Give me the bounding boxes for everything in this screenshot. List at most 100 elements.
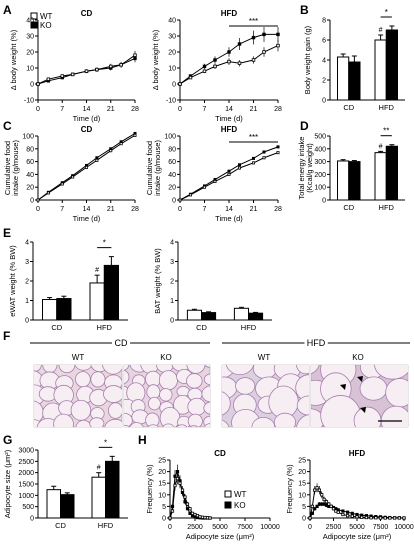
y-tick-label: 20	[168, 185, 176, 192]
data-point-wt	[208, 516, 212, 520]
x-axis-label: Time (d)	[73, 214, 101, 223]
data-point-wt	[168, 516, 172, 520]
adipocyte	[104, 418, 122, 427]
y-tick-label: 60	[26, 159, 34, 166]
x-axis-label: Adipocyte size (μm²)	[186, 532, 255, 541]
x-tick-label: CD	[343, 103, 354, 112]
hash-mark: #	[379, 143, 383, 150]
y-tick-label: 0	[162, 516, 166, 523]
panel-label-h: H	[138, 433, 147, 447]
adipocyte	[146, 384, 161, 400]
y-tick-label: 2	[25, 279, 29, 286]
adipocyte	[359, 376, 388, 401]
y-axis-label: Adipocyte size (μm²)	[3, 449, 12, 518]
y-tick-label: 20	[168, 50, 176, 57]
adipocyte	[235, 377, 256, 395]
data-point-wt	[355, 515, 359, 519]
data-point-wt	[364, 515, 369, 520]
arrow-icon	[360, 407, 366, 413]
x-tick-label: 0	[36, 206, 40, 213]
arrow-icon	[340, 384, 346, 390]
x-tick-label: 28	[274, 206, 282, 213]
data-point-wt	[388, 516, 392, 520]
data-point-ko	[185, 507, 190, 511]
data-point-wt	[397, 516, 401, 520]
chart-C_hfd: 0 20 40 60 80 100 Cumulative food intake (g/mou…	[145, 125, 282, 223]
y-tick-label: 20	[26, 185, 34, 192]
data-point-wt	[175, 476, 180, 481]
data-point-wt	[324, 500, 329, 504]
data-point-ko	[237, 163, 241, 167]
data-point-ko	[341, 509, 345, 513]
adipocyte	[374, 365, 408, 380]
bar-ko-cd	[201, 312, 217, 321]
x-tick-label: 5000	[349, 524, 365, 531]
histology-label-3: WT	[258, 353, 271, 362]
y-tick-label: 10	[298, 492, 306, 499]
y-axis-label: (Kcal/g weight)	[305, 143, 314, 193]
adipocyte	[353, 406, 382, 427]
adipocyte	[53, 413, 74, 427]
y-tick-label: 500	[22, 504, 34, 511]
adipocyte	[42, 365, 58, 373]
y-tick-label: 10	[26, 66, 34, 73]
data-point-ko	[95, 156, 99, 160]
bar-ko-cd	[56, 298, 72, 321]
data-point-wt	[36, 198, 40, 202]
panel-label-f: F	[3, 329, 10, 343]
data-point-wt	[378, 516, 383, 520]
data-point-wt	[188, 507, 192, 511]
y-tick-label: 100	[22, 134, 34, 141]
y-axis-label: Frequency (%)	[285, 464, 294, 514]
adipocyte	[124, 369, 130, 385]
data-point-wt	[369, 516, 373, 520]
y-axis-label: BAT weight (% BW)	[153, 248, 162, 314]
y-tick-label: 1	[170, 298, 174, 305]
data-point-wt	[262, 50, 266, 54]
bar-ko-hfd	[105, 460, 120, 519]
y-tick-label: 0	[172, 82, 176, 89]
legend-ko-marker	[30, 21, 38, 29]
y-tick-label: 40	[168, 172, 176, 179]
data-point-wt	[341, 512, 345, 517]
histology-image-2	[123, 364, 211, 428]
significance-mark: **	[383, 127, 389, 136]
bar-wt-cd	[337, 160, 350, 201]
adipocyte	[296, 365, 309, 375]
data-point-wt	[36, 82, 40, 86]
significance-mark: *	[385, 8, 388, 17]
x-tick-label: CD	[196, 323, 207, 332]
x-tick-label: 14	[83, 206, 91, 213]
chart-D: 0 100 200 300 400 500 Total energy intake (Kcal…	[297, 127, 405, 212]
y-tick-label: 100	[164, 134, 176, 141]
y-tick-label: 0	[322, 198, 326, 205]
data-point-wt	[360, 515, 364, 519]
x-tick-label: 10000	[260, 524, 280, 531]
data-point-wt	[262, 156, 266, 160]
adipocyte	[101, 365, 122, 375]
hash-mark: #	[95, 267, 99, 274]
arrow-icon	[357, 376, 363, 382]
x-tick-label: 14	[225, 106, 233, 113]
adipocyte	[124, 365, 130, 371]
x-tick-label: 21	[250, 206, 258, 213]
y-tick-label: 300	[314, 159, 326, 166]
adipocyte	[89, 417, 105, 427]
adipocyte	[159, 388, 173, 402]
legend-h-wt-marker	[224, 490, 232, 498]
x-tick-label: HFD	[379, 203, 395, 212]
x-tick-label: 7	[60, 206, 64, 213]
histology-image-3	[221, 364, 310, 428]
data-point-ko	[175, 469, 180, 474]
x-axis-label: Time (d)	[215, 114, 243, 123]
data-point-ko	[262, 150, 266, 154]
data-point-ko	[237, 42, 242, 46]
adipocyte	[225, 365, 255, 376]
x-tick-label: 7500	[373, 524, 389, 531]
chart-H_cd: 0 5 10 15 20 25 Frequency (%) CD 0 2500 5000 7500 10…	[145, 449, 280, 541]
y-tick-label: 0	[30, 198, 34, 205]
y-axis-label: Cumulative food	[3, 141, 12, 195]
adipocyte	[187, 413, 203, 427]
